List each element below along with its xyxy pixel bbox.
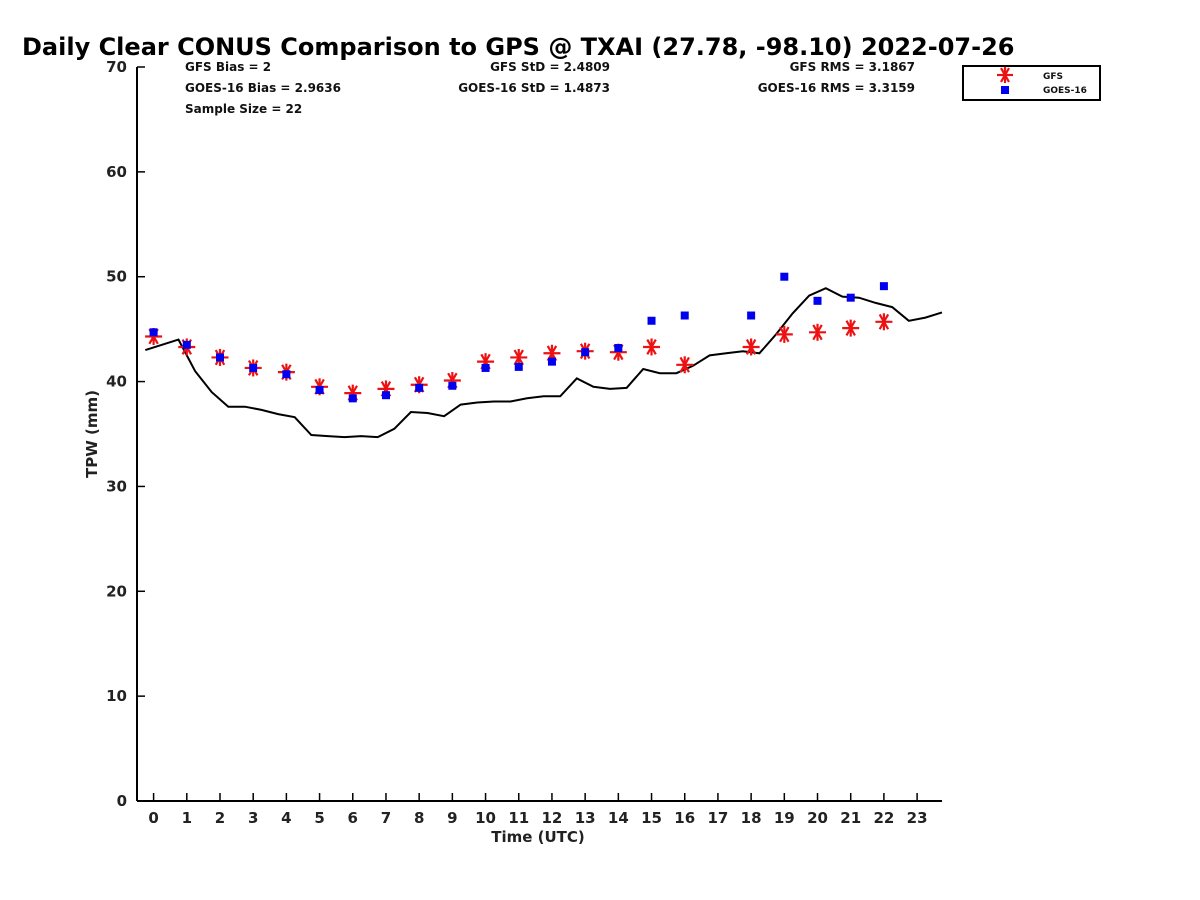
goes-point [481, 363, 490, 372]
legend-goes-marker [1001, 86, 1009, 94]
goes-point [249, 363, 258, 372]
goes-point [747, 311, 756, 320]
goes-point [581, 348, 590, 357]
y-ticks: 0 10 20 30 40 50 60 70 [106, 58, 145, 810]
x-tick-label: 9 [447, 809, 457, 827]
y-tick-label: 50 [106, 268, 127, 286]
goes-point [647, 316, 656, 325]
y-tick-label: 40 [106, 373, 127, 391]
x-tick-label: 1 [182, 809, 192, 827]
y-tick-label: 0 [117, 792, 127, 810]
goes-point [448, 381, 457, 390]
stat-goes-rms: GOES-16 RMS = 3.3159 [758, 81, 915, 95]
legend-gfs-asterisk [997, 67, 1013, 83]
y-tick-label: 30 [106, 477, 127, 495]
x-ticks: 0 1 2 3 4 5 6 7 8 9 10 11 12 13 14 15 16 17 18 19 20 21 22 23 [148, 793, 928, 827]
stat-goes-std: GOES-16 StD = 1.4873 [458, 81, 610, 95]
x-tick-label: 3 [248, 809, 258, 827]
gps-line [144, 287, 943, 439]
x-tick-label: 7 [381, 809, 391, 827]
goes-point [381, 391, 390, 400]
goes-point [514, 362, 523, 371]
goes-point [315, 385, 324, 394]
x-tick-label: 22 [873, 809, 894, 827]
stat-gfs-std: GFS StD = 2.4809 [490, 60, 610, 74]
x-tick-label: 12 [542, 809, 563, 827]
stat-gfs-rms: GFS RMS = 3.1867 [790, 60, 915, 74]
x-axis-label: Time (UTC) [491, 828, 585, 846]
goes-point [780, 272, 789, 281]
legend-goes-label: GOES-16 [1043, 86, 1087, 96]
x-tick-label: 16 [674, 809, 695, 827]
legend: GFS GOES-16 [962, 65, 1101, 101]
y-tick-label: 10 [106, 687, 127, 705]
gfs-point [643, 338, 661, 356]
x-tick-label: 4 [281, 809, 291, 827]
gfs-point [842, 319, 860, 337]
x-tick-label: 5 [314, 809, 324, 827]
x-tick-label: 0 [148, 809, 158, 827]
x-tick-label: 6 [348, 809, 358, 827]
legend-gfs-label: GFS [1043, 72, 1063, 82]
x-tick-label: 11 [508, 809, 529, 827]
goes-point [879, 282, 888, 291]
gfs-point [809, 323, 827, 341]
stat-goes-bias: GOES-16 Bias = 2.9636 [185, 81, 341, 95]
x-tick-label: 21 [840, 809, 861, 827]
goes-point [680, 311, 689, 320]
x-tick-label: 8 [414, 809, 424, 827]
y-tick-label: 20 [106, 582, 127, 600]
x-tick-label: 2 [215, 809, 225, 827]
goes-point [348, 394, 357, 403]
y-axis-label: TPW (mm) [83, 390, 101, 478]
chart-title: Daily Clear CONUS Comparison to GPS @ TX… [22, 33, 1014, 61]
x-tick-label: 19 [774, 809, 795, 827]
gfs-point [676, 356, 694, 374]
goes-point [149, 328, 158, 337]
y-tick-label: 70 [106, 58, 127, 76]
goes-point [614, 344, 623, 353]
goes-point [846, 293, 855, 302]
goes-point [813, 296, 822, 305]
stat-gfs-bias: GFS Bias = 2 [185, 60, 271, 74]
stats-block: GFS Bias = 2 GOES-16 Bias = 2.9636 Sampl… [185, 60, 915, 116]
legend-gfs-marker [997, 67, 1013, 83]
x-tick-label: 10 [475, 809, 496, 827]
goes-point [182, 340, 191, 349]
gfs-point [742, 338, 760, 356]
y-tick-label: 60 [106, 163, 127, 181]
x-tick-label: 18 [741, 809, 762, 827]
legend-box [962, 65, 1101, 101]
x-tick-label: 13 [575, 809, 596, 827]
stat-sample-size: Sample Size = 22 [185, 102, 302, 116]
x-tick-label: 14 [608, 809, 629, 827]
goes-point [215, 353, 224, 362]
x-tick-label: 23 [907, 809, 928, 827]
x-tick-label: 15 [641, 809, 662, 827]
gfs-point [875, 313, 893, 331]
x-tick-label: 20 [807, 809, 828, 827]
x-tick-label: 17 [707, 809, 728, 827]
gfs-point [775, 325, 793, 343]
series-layer [144, 272, 943, 439]
goes-point [415, 383, 424, 392]
goes-point [282, 370, 291, 379]
goes-point [547, 357, 556, 366]
